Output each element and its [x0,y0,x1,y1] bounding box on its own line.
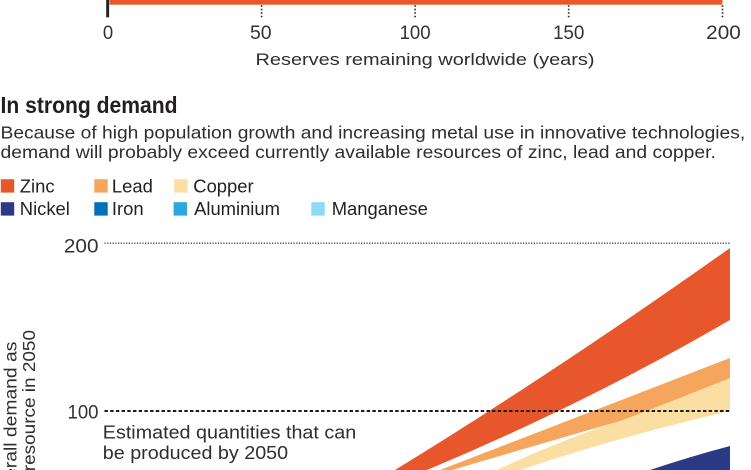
svg-text:Estimated quantities that can: Estimated quantities that can [103,422,356,442]
svg-text:Lead: Lead [112,176,153,197]
svg-text:Iron: Iron [112,198,144,219]
svg-text:Aluminium: Aluminium [194,198,280,219]
svg-text:150: 150 [553,22,585,44]
svg-text:50: 50 [250,22,272,44]
svg-text:200: 200 [706,22,741,44]
svg-text:200: 200 [64,236,99,258]
svg-text:Overall demand as: Overall demand as [1,341,21,470]
svg-text:Copper: Copper [193,176,253,197]
svg-text:100: 100 [400,22,431,44]
svg-text:0: 0 [103,22,113,44]
svg-text:share of resource in 2050: share of resource in 2050 [19,330,39,470]
svg-text:demand will probably exceed cu: demand will probably exceed currently av… [1,142,716,162]
svg-text:Because of high population gro: Because of high population growth and in… [1,122,746,142]
svg-text:Zinc: Zinc [20,176,55,197]
svg-text:Reserves remaining worldwide (: Reserves remaining worldwide (years) [256,50,595,69]
svg-text:Nickel: Nickel [20,198,70,219]
svg-text:100: 100 [68,402,99,424]
svg-text:be produced by 2050: be produced by 2050 [103,443,288,463]
svg-text:In strong demand: In strong demand [1,92,178,118]
svg-text:Manganese: Manganese [332,198,428,219]
